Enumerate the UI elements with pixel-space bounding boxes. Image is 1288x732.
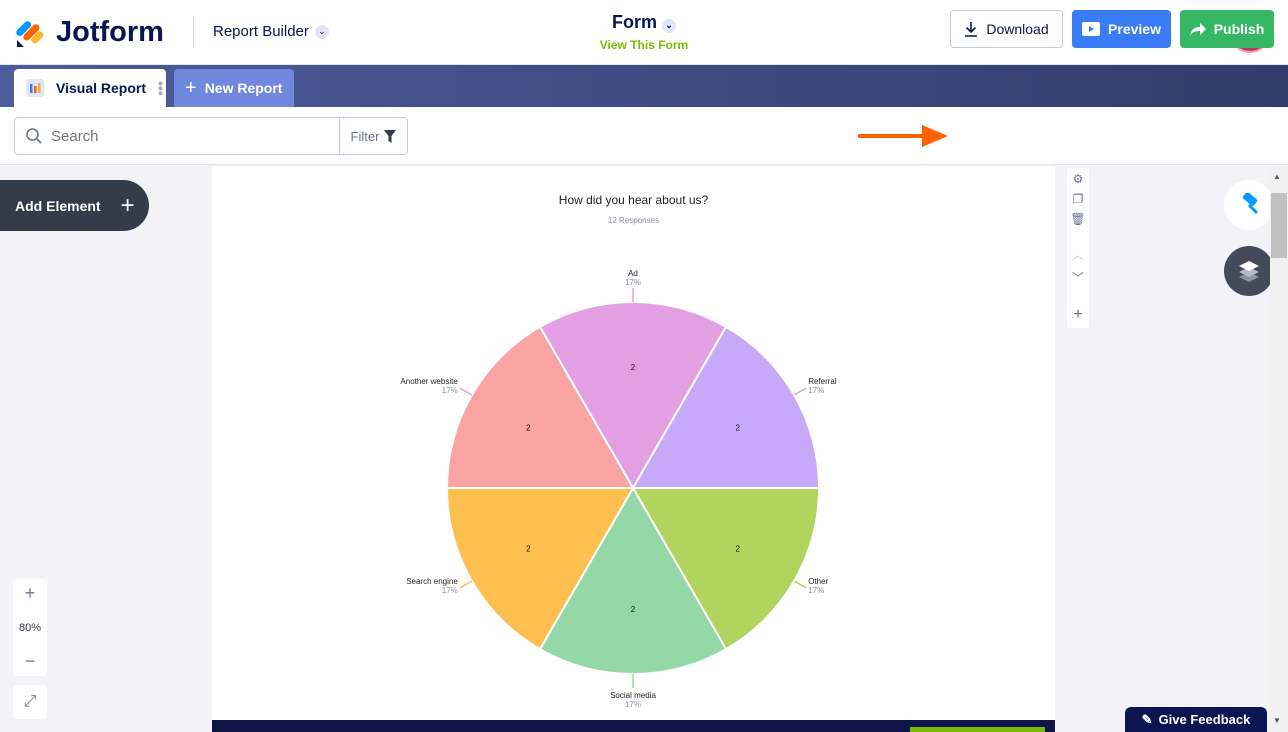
move-up-icon[interactable]: ︿ xyxy=(1071,248,1084,262)
delete-icon[interactable]: 🗑 xyxy=(1070,212,1086,226)
jotform-logo-icon xyxy=(16,20,44,47)
zoom-level: 80% xyxy=(18,621,42,634)
plus-icon: + xyxy=(185,76,197,99)
bar-chart-icon xyxy=(26,79,44,97)
give-feedback-button[interactable]: ✎ Give Feedback xyxy=(1125,707,1267,732)
form-title-text: Form xyxy=(611,12,657,32)
toolbar: Filter xyxy=(0,107,1288,165)
leader-line xyxy=(793,580,807,589)
move-down-icon[interactable]: ﹀ xyxy=(1071,271,1084,285)
slice-value-label: 2 xyxy=(631,605,636,614)
download-label: Download xyxy=(986,21,1049,37)
preview-button[interactable]: Preview xyxy=(1072,10,1171,48)
new-report-button[interactable]: + New Report xyxy=(174,69,294,107)
layers-button[interactable] xyxy=(1224,246,1274,296)
page-footer xyxy=(212,720,1055,732)
design-button[interactable] xyxy=(1224,180,1274,230)
search-icon xyxy=(26,128,42,144)
filter-icon xyxy=(384,129,397,143)
jotform-logo[interactable]: Jotform xyxy=(16,16,164,49)
zoom-in-button[interactable]: + xyxy=(24,583,36,603)
view-form-link[interactable]: View This Form xyxy=(599,38,689,52)
report-builder-menu[interactable]: Report Builder ⌄ xyxy=(213,23,329,40)
search-input[interactable] xyxy=(51,127,341,145)
zoom-controls: + 80% − xyxy=(13,579,47,676)
slice-percent-label: 17% xyxy=(442,386,458,395)
slice-category-label: Referral xyxy=(808,377,837,386)
slice-value-label: 2 xyxy=(526,424,531,433)
slice-value-label: 2 xyxy=(526,544,531,553)
arrow-pointer-icon xyxy=(858,125,948,147)
slice-value-label: 2 xyxy=(735,424,740,433)
more-options-icon[interactable]: ••• xyxy=(153,80,169,96)
footer-button[interactable] xyxy=(910,727,1045,732)
leader-line xyxy=(459,580,473,589)
play-icon xyxy=(1082,22,1101,36)
feedback-label: Give Feedback xyxy=(1158,712,1251,727)
slice-category-label: Social media xyxy=(610,691,656,700)
app-name: Report Builder xyxy=(213,23,309,40)
duplicate-icon[interactable]: ❐ xyxy=(1072,192,1084,206)
element-tools: ⚙ ❐ 🗑 ︿ ﹀ + xyxy=(1067,168,1089,328)
tab-label: New Report xyxy=(204,80,283,96)
preview-label: Preview xyxy=(1108,21,1161,37)
add-element-button[interactable]: Add Element + xyxy=(0,180,149,231)
slice-value-label: 2 xyxy=(631,363,636,372)
slice-value-label: 2 xyxy=(735,544,740,553)
settings-icon[interactable]: ⚙ xyxy=(1072,172,1084,186)
filter-button[interactable]: Filter xyxy=(339,118,407,154)
slice-category-label: Other xyxy=(808,577,828,586)
divider xyxy=(193,16,194,48)
scrollbar-thumb[interactable] xyxy=(1271,193,1287,258)
zoom-out-button[interactable]: − xyxy=(24,651,36,671)
chevron-down-icon: ⌄ xyxy=(314,24,329,39)
layers-icon xyxy=(1239,261,1259,282)
brand-name: Jotform xyxy=(56,16,164,48)
leader-line xyxy=(793,387,807,396)
tab-label: Visual Report xyxy=(56,80,146,96)
publish-label: Publish xyxy=(1213,21,1265,37)
slice-percent-label: 17% xyxy=(808,586,824,595)
publish-button[interactable]: Publish xyxy=(1180,10,1274,48)
slice-category-label: Search engine xyxy=(406,577,458,586)
slice-category-label: Ad xyxy=(628,269,638,278)
tab-visual-report[interactable]: Visual Report ••• xyxy=(14,69,169,107)
add-icon[interactable]: + xyxy=(1073,306,1083,323)
feedback-icon: ✎ xyxy=(1141,711,1153,727)
slice-percent-label: 17% xyxy=(808,386,824,395)
leader-line xyxy=(459,387,473,396)
download-icon xyxy=(965,21,978,37)
chart-subtitle: 12 Responses xyxy=(607,216,660,225)
slice-percent-label: 17% xyxy=(442,586,458,595)
report-tabs: Visual Report ••• + New Report xyxy=(0,65,1288,107)
slice-percent-label: 17% xyxy=(625,278,641,287)
form-title[interactable]: Form ⌄ xyxy=(0,12,1288,33)
filter-label: Filter xyxy=(350,128,380,144)
chart-title: How did you hear about us? xyxy=(558,193,709,207)
fullscreen-button[interactable]: ⤢ xyxy=(13,685,47,719)
share-arrow-icon xyxy=(1189,22,1206,36)
search-box: Filter xyxy=(14,117,408,155)
download-button[interactable]: Download xyxy=(950,10,1063,48)
scroll-down-icon[interactable]: ▼ xyxy=(1273,716,1281,725)
plus-icon: + xyxy=(120,191,135,219)
scroll-up-icon[interactable]: ▲ xyxy=(1273,172,1281,181)
paint-roller-icon xyxy=(1242,193,1259,215)
slice-category-label: Another website xyxy=(400,377,458,386)
chevron-down-icon: ⌄ xyxy=(662,18,676,33)
scrollbar[interactable] xyxy=(1270,166,1288,732)
expand-icon: ⤢ xyxy=(23,693,37,710)
slice-percent-label: 17% xyxy=(625,700,641,709)
add-element-label: Add Element xyxy=(15,197,101,214)
